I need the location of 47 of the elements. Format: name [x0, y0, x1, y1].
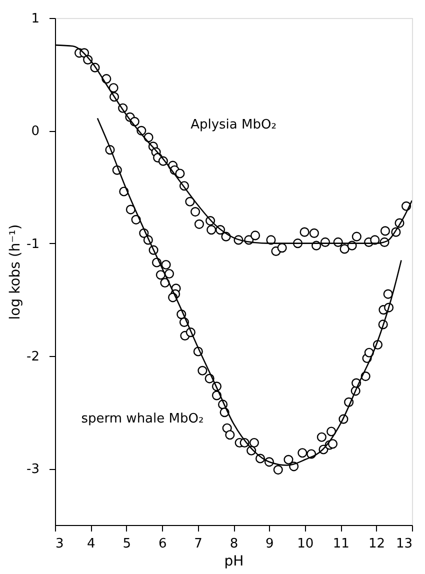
point	[300, 227, 310, 237]
point	[383, 289, 393, 299]
x-tick-label: 11	[332, 536, 350, 552]
y-tick-label: -2	[26, 350, 40, 364]
x-tick-label: 6	[158, 536, 167, 552]
point	[380, 226, 390, 236]
point	[225, 430, 235, 440]
point	[340, 244, 350, 254]
point	[175, 168, 185, 178]
point	[126, 204, 136, 214]
point	[352, 232, 362, 242]
point	[273, 465, 283, 475]
point	[250, 230, 260, 240]
y-axis-title: log kobs (h⁻¹)	[8, 224, 24, 320]
point	[156, 270, 166, 280]
x-tick-label: 13	[396, 536, 412, 552]
point	[164, 268, 174, 279]
y-tick-label: 1	[31, 12, 40, 26]
point	[161, 260, 171, 270]
x-tick-label: 12	[368, 536, 386, 552]
x-tick-label: 7	[194, 536, 202, 552]
x-axis-title: pH	[224, 554, 244, 570]
x-tick-label: 9	[266, 536, 274, 552]
y-tick-label: -3	[26, 462, 40, 478]
y-tick-label: 0	[31, 124, 40, 140]
annotation: Aplysia MbO₂	[190, 117, 276, 132]
point	[190, 207, 200, 217]
x-tick-label: 3	[56, 536, 64, 552]
annotation: sperm whale MbO₂	[81, 412, 204, 427]
point	[185, 196, 195, 206]
x-tick-label: 5	[122, 536, 132, 552]
point	[249, 438, 259, 448]
point	[108, 83, 118, 93]
x-tick-label: 8	[230, 536, 238, 552]
point	[309, 228, 319, 238]
point	[194, 219, 204, 229]
point	[298, 448, 308, 458]
point	[198, 366, 208, 376]
x-tick-label: 10	[297, 536, 314, 552]
point	[206, 225, 216, 235]
y-tick-label: -1	[26, 236, 40, 252]
point	[328, 439, 338, 449]
x-tick-label: 4	[87, 536, 96, 552]
point	[284, 454, 294, 464]
point	[277, 243, 287, 253]
point	[316, 432, 326, 442]
point	[326, 426, 336, 436]
